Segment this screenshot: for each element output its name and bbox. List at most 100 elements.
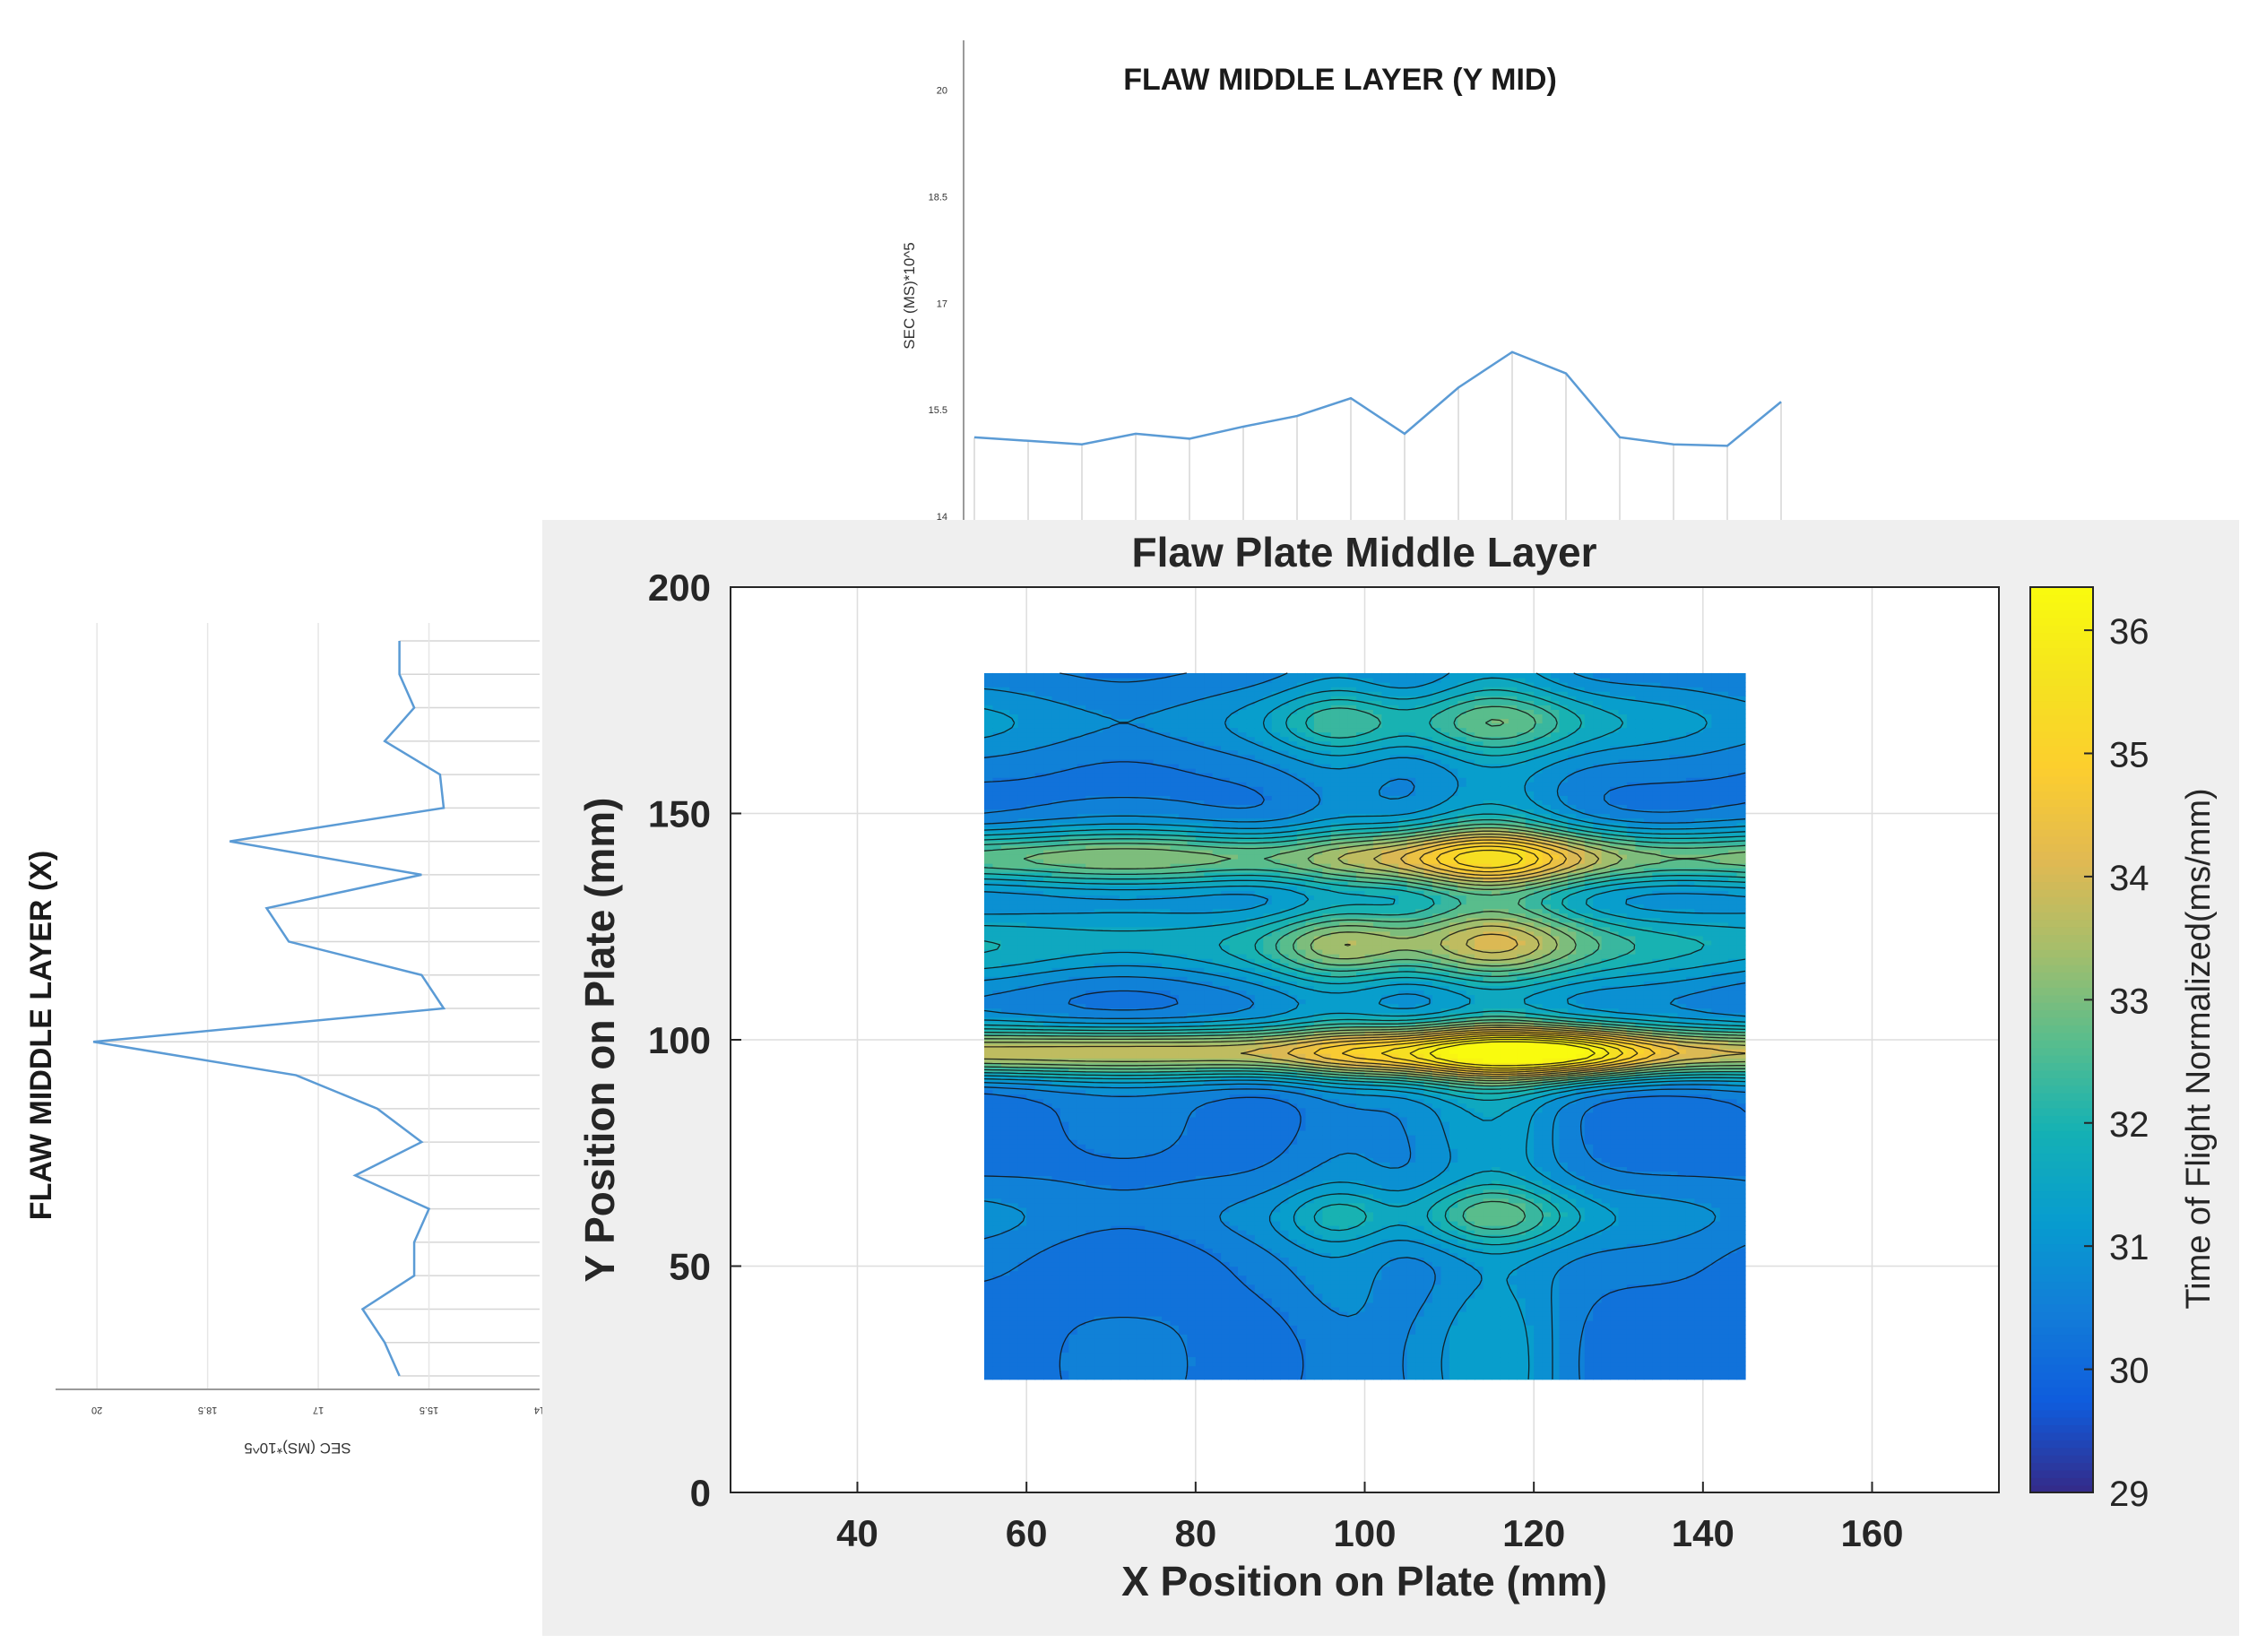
contour-cell: [1178, 1297, 1188, 1303]
contour-cell: [1271, 1211, 1281, 1217]
contour-cell: [1009, 1361, 1019, 1367]
contour-cell: [1187, 1239, 1197, 1244]
contour-cell: [1694, 1162, 1704, 1167]
contour-cell: [1626, 1334, 1636, 1339]
contour-cell: [1263, 1198, 1273, 1204]
contour-cell: [1051, 1130, 1061, 1136]
contour-cell: [1094, 1139, 1103, 1145]
contour-cell: [1685, 1189, 1695, 1195]
contour-cell: [1702, 1239, 1712, 1244]
contour-cell: [1280, 1189, 1290, 1195]
contour-cell: [1517, 1279, 1527, 1285]
contour-cell: [1305, 1311, 1315, 1317]
contour-cell: [1313, 1175, 1323, 1181]
contour-cell: [1280, 1334, 1290, 1339]
contour-cell: [1305, 1175, 1315, 1181]
contour-cell: [1103, 1198, 1112, 1204]
contour-cell: [1449, 1171, 1458, 1177]
contour-cell: [1719, 1279, 1729, 1285]
contour-cell: [1711, 1356, 1721, 1362]
contour-cell: [1576, 1193, 1586, 1199]
contour-cell: [1618, 1338, 1628, 1344]
contour-cell: [1534, 1334, 1544, 1339]
contour-cell: [1313, 1153, 1323, 1158]
contour-cell: [1051, 1139, 1061, 1145]
contour-cell: [1280, 1352, 1290, 1358]
contour-cell: [1449, 1361, 1458, 1367]
contour-cell: [1297, 1211, 1307, 1217]
contour-cell: [1677, 1365, 1687, 1371]
contour-cell: [1483, 1184, 1492, 1190]
contour-cell: [1178, 1306, 1188, 1312]
contour-cell: [1305, 1153, 1315, 1158]
contour-cell: [1254, 1171, 1264, 1177]
contour-cell: [1221, 1316, 1231, 1321]
contour-cell: [1086, 1252, 1095, 1258]
contour-cell: [1246, 1347, 1256, 1354]
contour-cell: [1567, 1135, 1577, 1140]
contour-cell: [1153, 1234, 1163, 1240]
contour-cell: [1322, 1356, 1332, 1362]
contour-cell: [1389, 1180, 1399, 1186]
contour-cell: [1297, 1297, 1307, 1303]
contour-cell: [1238, 1243, 1248, 1249]
contour-cell: [1043, 1343, 1053, 1348]
contour-cell: [1415, 1365, 1425, 1371]
contour-cell: [1077, 1198, 1086, 1204]
contour-cell: [1136, 1144, 1146, 1149]
contour-cell: [1372, 1325, 1382, 1330]
contour-cell: [1229, 1234, 1239, 1240]
contour-cell: [1060, 1243, 1069, 1249]
contour-cell: [1508, 1157, 1518, 1163]
contour-cell: [1372, 1261, 1382, 1267]
contour-cell: [1694, 1320, 1704, 1326]
contour-cell: [1567, 1302, 1577, 1308]
contour-cell: [1372, 1338, 1382, 1344]
contour-cell: [1483, 1135, 1492, 1140]
contour-cell: [1017, 1198, 1027, 1204]
contour-cell: [1162, 1279, 1172, 1285]
contour-cell: [1000, 1338, 1010, 1344]
contour-cell: [1128, 1334, 1137, 1339]
contour-cell: [1271, 1297, 1281, 1303]
contour-cell: [1601, 1252, 1611, 1258]
contour-cell: [1559, 1352, 1569, 1358]
contour-cell: [1534, 1275, 1544, 1281]
contour-cell: [1060, 1230, 1069, 1235]
contour-cell: [1330, 1302, 1340, 1308]
contour-cell: [1280, 1166, 1290, 1172]
contour-cell: [1551, 1252, 1561, 1258]
contour-cell: [1077, 1230, 1086, 1235]
contour-cell: [1652, 1306, 1662, 1312]
contour-cell: [1525, 1230, 1535, 1235]
contour-cell: [1584, 1202, 1594, 1208]
contour-cell: [1406, 1320, 1416, 1326]
contour-cell: [1263, 1334, 1273, 1339]
contour-cell: [1119, 1316, 1129, 1321]
contour-cell: [1669, 1316, 1679, 1321]
contour-cell: [1584, 1270, 1594, 1276]
contour-cell: [1500, 1266, 1509, 1272]
contour-cell: [1415, 1338, 1425, 1344]
contour-cell: [1719, 1288, 1729, 1294]
contour-cell: [1736, 1306, 1746, 1312]
contour-cell: [1229, 1352, 1239, 1358]
contour-cell: [1204, 1207, 1214, 1213]
contour-cell: [1719, 1365, 1729, 1371]
contour-cell: [1458, 1275, 1467, 1281]
contour-cell: [1593, 1352, 1603, 1358]
contour-cell: [1187, 1175, 1197, 1181]
contour-cell: [1305, 1334, 1315, 1339]
contour-cell: [1576, 1361, 1586, 1367]
contour-cell: [1398, 1270, 1408, 1276]
contour-cell: [1677, 1288, 1687, 1294]
contour-cell: [1576, 1365, 1586, 1371]
contour-cell: [1051, 1248, 1061, 1253]
contour-cell: [1128, 1297, 1137, 1303]
contour-cell: [1601, 1175, 1611, 1181]
left-chart-line: [92, 641, 446, 1377]
contour-cell: [1246, 1288, 1256, 1294]
contour-cell: [1432, 1329, 1441, 1335]
contour-cell: [1136, 1215, 1146, 1222]
contour-cell: [1009, 1193, 1019, 1199]
